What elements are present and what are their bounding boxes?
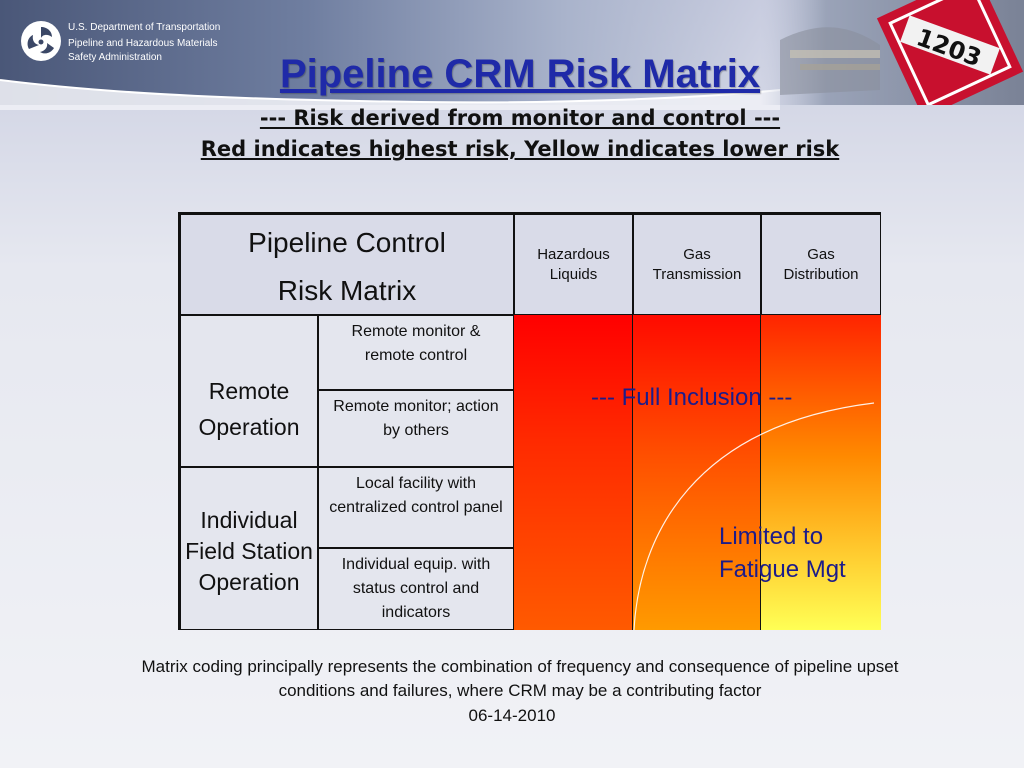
- row-group-remote-line2: Operation: [198, 414, 300, 440]
- full-inclusion-label: --- Full Inclusion ---: [591, 384, 793, 411]
- column-header-gas-distribution: Gas Distribution: [761, 214, 881, 315]
- matrix-header-line1: Pipeline Control: [248, 226, 446, 258]
- slide-date: 06-14-2010: [468, 706, 556, 725]
- risk-column-gas-distribution: [761, 315, 881, 630]
- row-group-remote-operation: Remote Operation: [180, 315, 318, 467]
- row-group-remote-line1: Remote: [208, 378, 290, 404]
- row-local-facility-control-panel: Local facility with centralized control …: [318, 467, 514, 548]
- agency-name: U.S. Department of Transportation Pipeli…: [68, 21, 220, 65]
- row-individual-equipment: Individual equip. with status control an…: [318, 548, 514, 630]
- column-header-gas-transmission: Gas Transmission: [633, 214, 761, 315]
- dot-logo: [21, 21, 61, 61]
- matrix-header-line2: Risk Matrix: [277, 274, 417, 306]
- risk-boundary-curve: [633, 402, 875, 630]
- limited-line1: Limited to: [719, 523, 824, 550]
- risk-column-hazardous-liquids: [514, 315, 633, 630]
- risk-matrix-table: Pipeline Control Risk Matrix Hazardous L…: [178, 212, 881, 630]
- subtitle-line2: Red indicates highest risk, Yellow indic…: [200, 137, 840, 161]
- agency-line3: Safety Administration: [68, 52, 162, 63]
- agency-line2: Pipeline and Hazardous Materials: [68, 38, 218, 49]
- column-header-hazardous-liquids: Hazardous Liquids: [514, 214, 633, 315]
- hazmat-placard-photo: 1203: [760, 0, 1024, 105]
- header-wave-decoration: [0, 79, 781, 110]
- subtitle-line1: --- Risk derived from monitor and contro…: [259, 106, 781, 130]
- agency-line1: U.S. Department of Transportation: [68, 22, 221, 33]
- risk-column-gas-transmission: [633, 315, 761, 630]
- header-photo: 1203: [760, 0, 1024, 105]
- limited-fatigue-label: Limited to Fatigue Mgt: [719, 520, 846, 586]
- matrix-caption: Matrix coding principally represents the…: [141, 657, 899, 700]
- risk-gradient-area: [514, 315, 881, 630]
- row-group-field-station-operation: Individual Field Station Operation: [180, 467, 318, 630]
- limited-line2: Fatigue Mgt: [719, 556, 846, 583]
- row-remote-monitor-action-by-others: Remote monitor; action by others: [318, 390, 514, 467]
- dot-triskelion-icon: [27, 27, 54, 54]
- matrix-header: Pipeline Control Risk Matrix: [180, 214, 514, 315]
- page-title: Pipeline CRM Risk Matrix: [279, 52, 761, 96]
- row-remote-monitor-remote-control: Remote monitor & remote control: [318, 315, 514, 390]
